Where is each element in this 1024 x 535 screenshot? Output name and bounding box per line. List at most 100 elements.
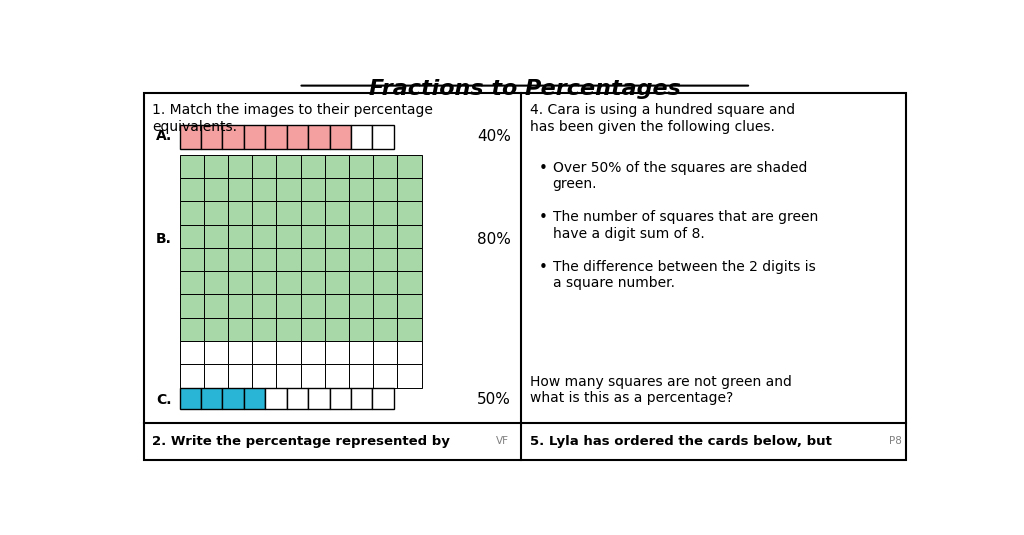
Bar — [204, 248, 228, 271]
Bar — [179, 225, 204, 248]
Bar — [228, 271, 252, 294]
Bar — [228, 364, 252, 387]
Bar — [351, 388, 373, 409]
Bar — [252, 271, 276, 294]
Bar — [276, 155, 301, 178]
Bar — [228, 155, 252, 178]
Bar — [301, 201, 325, 225]
Text: VF: VF — [496, 436, 509, 446]
Bar — [276, 225, 301, 248]
Bar — [373, 248, 397, 271]
Bar — [397, 271, 422, 294]
Bar — [301, 294, 325, 318]
Bar — [201, 125, 222, 149]
Bar — [222, 125, 244, 149]
Bar — [228, 178, 252, 201]
Bar — [252, 341, 276, 364]
Bar — [228, 318, 252, 341]
Bar — [179, 125, 201, 149]
Bar — [265, 125, 287, 149]
Text: How many squares are not green and
what is this as a percentage?: How many squares are not green and what … — [530, 375, 793, 406]
Bar — [330, 125, 351, 149]
Bar — [228, 201, 252, 225]
Bar — [204, 178, 228, 201]
Bar — [301, 271, 325, 294]
Bar — [301, 248, 325, 271]
Bar — [308, 125, 330, 149]
Bar — [351, 125, 373, 149]
Bar — [228, 294, 252, 318]
Bar — [204, 364, 228, 387]
Bar — [349, 294, 373, 318]
Bar — [301, 341, 325, 364]
Bar — [373, 294, 397, 318]
Bar — [228, 341, 252, 364]
Bar — [330, 388, 351, 409]
Text: 5. Lyla has ordered the cards below, but: 5. Lyla has ordered the cards below, but — [530, 434, 833, 448]
Text: Fractions to Percentages: Fractions to Percentages — [369, 79, 681, 98]
Text: The difference between the 2 digits is
a square number.: The difference between the 2 digits is a… — [553, 260, 815, 290]
Text: •: • — [539, 161, 547, 176]
Bar — [204, 294, 228, 318]
Bar — [287, 388, 308, 409]
Bar — [397, 178, 422, 201]
Bar — [244, 388, 265, 409]
Bar — [252, 178, 276, 201]
Bar — [179, 155, 204, 178]
Bar — [397, 364, 422, 387]
Bar — [325, 341, 349, 364]
Bar — [349, 341, 373, 364]
Text: 1. Match the images to their percentage
equivalents.: 1. Match the images to their percentage … — [152, 103, 433, 134]
Bar — [325, 364, 349, 387]
Bar — [397, 318, 422, 341]
Bar — [373, 125, 394, 149]
Bar — [252, 225, 276, 248]
Bar — [373, 201, 397, 225]
Text: P8: P8 — [889, 436, 902, 446]
Bar — [397, 201, 422, 225]
Text: •: • — [539, 260, 547, 275]
Bar — [252, 201, 276, 225]
Bar — [325, 248, 349, 271]
Bar — [325, 155, 349, 178]
Bar — [349, 271, 373, 294]
Bar — [373, 318, 397, 341]
Bar — [204, 318, 228, 341]
Text: 80%: 80% — [477, 232, 511, 247]
Bar — [397, 341, 422, 364]
Bar — [301, 364, 325, 387]
Bar — [222, 388, 244, 409]
Bar — [276, 318, 301, 341]
Bar — [349, 318, 373, 341]
Bar — [325, 294, 349, 318]
Bar — [204, 271, 228, 294]
Bar — [373, 341, 397, 364]
Bar — [276, 271, 301, 294]
Text: 50%: 50% — [477, 393, 511, 408]
Bar — [179, 178, 204, 201]
Bar — [373, 364, 397, 387]
Bar — [349, 364, 373, 387]
Bar — [373, 178, 397, 201]
Bar — [179, 318, 204, 341]
Bar — [325, 318, 349, 341]
Text: 4. Cara is using a hundred square and
has been given the following clues.: 4. Cara is using a hundred square and ha… — [530, 103, 796, 134]
Bar — [179, 294, 204, 318]
Bar — [179, 364, 204, 387]
Bar — [252, 155, 276, 178]
Bar — [179, 248, 204, 271]
FancyBboxPatch shape — [143, 93, 905, 460]
Bar — [349, 248, 373, 271]
Bar — [204, 155, 228, 178]
Bar — [373, 225, 397, 248]
Text: 40%: 40% — [477, 129, 511, 144]
Bar — [252, 318, 276, 341]
Bar — [204, 341, 228, 364]
Bar — [252, 248, 276, 271]
Bar — [179, 201, 204, 225]
Bar — [276, 364, 301, 387]
Text: Over 50% of the squares are shaded
green.: Over 50% of the squares are shaded green… — [553, 161, 807, 191]
Bar — [397, 155, 422, 178]
Bar — [301, 178, 325, 201]
Bar — [308, 388, 330, 409]
